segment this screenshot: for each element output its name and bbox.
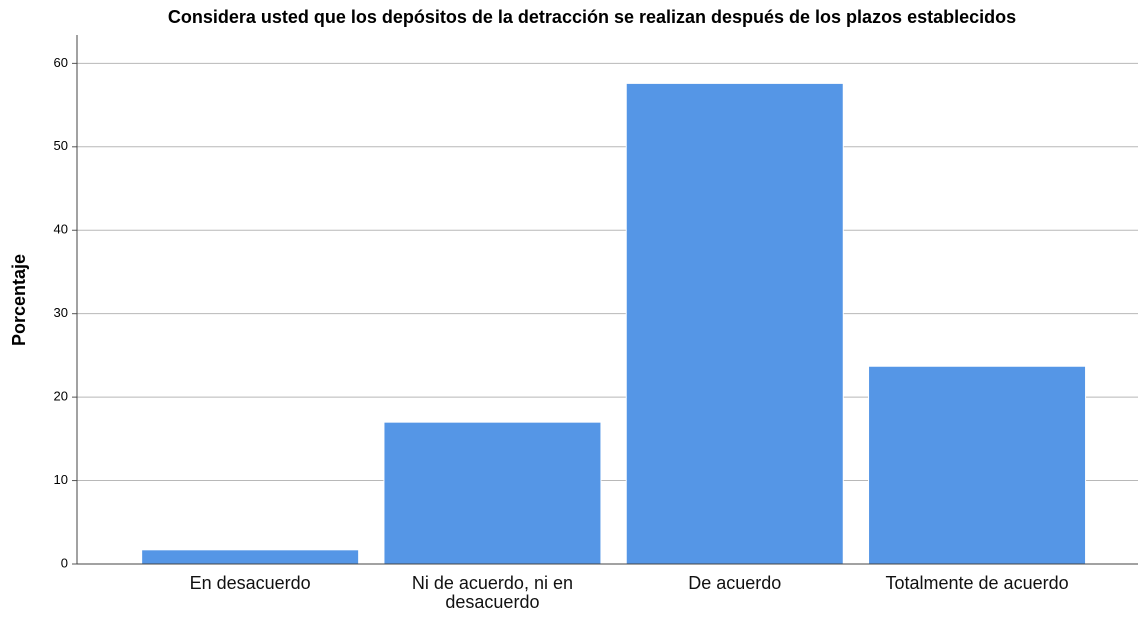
y-tick-label: 30 (54, 305, 68, 320)
x-tick-label: Ni de acuerdo, ni en desacuerdo (411, 573, 573, 612)
y-tick-label: 20 (54, 389, 68, 404)
chart-title: Considera usted que los depósitos de la … (168, 7, 1016, 27)
y-tick-label: 60 (54, 55, 68, 70)
bar (625, 82, 844, 565)
x-tick-label: En desacuerdo (189, 573, 311, 593)
x-tick-label: De acuerdo (688, 573, 782, 593)
bar (383, 421, 602, 565)
y-tick-label: 10 (54, 472, 68, 487)
x-tick-label: Totalmente de acuerdo (885, 573, 1069, 593)
bar (141, 549, 360, 565)
y-tick-label: 50 (54, 138, 68, 153)
bar (868, 365, 1087, 565)
y-tick-label: 40 (54, 222, 68, 237)
y-tick-label: 0 (61, 555, 68, 570)
y-axis-label: Porcentaje (9, 254, 29, 346)
